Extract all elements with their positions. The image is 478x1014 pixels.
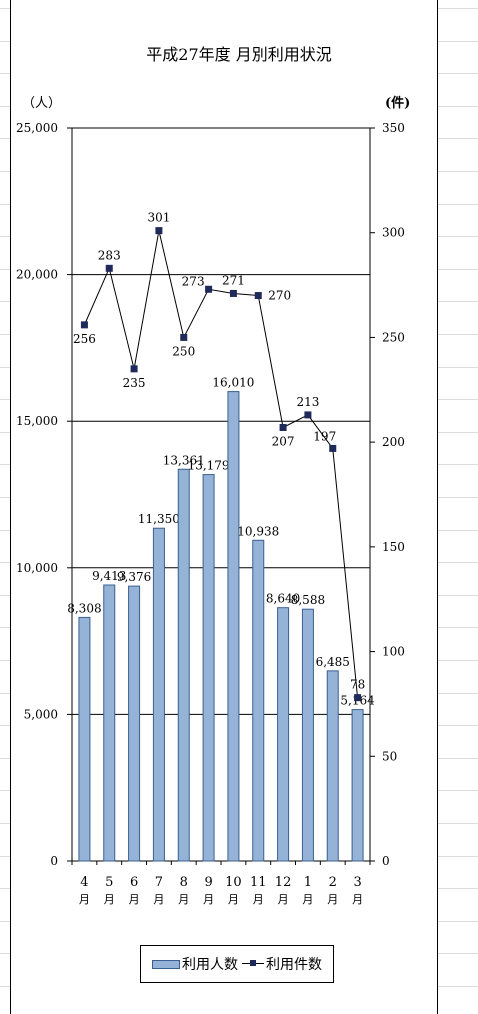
x-tick-label-unit: 月 <box>153 893 164 906</box>
line-data-label: 78 <box>350 678 365 692</box>
line-data-label: 301 <box>147 211 170 225</box>
bar <box>128 585 141 862</box>
line-marker <box>254 292 262 300</box>
bar <box>227 391 240 862</box>
y-left-tick-label: 10,000 <box>16 561 58 575</box>
x-tick-label: 6 <box>130 875 138 890</box>
y-right-tick-label: 100 <box>382 645 405 659</box>
bar <box>277 607 290 862</box>
line-marker <box>155 227 163 235</box>
y-right-tick-label: 200 <box>382 435 405 449</box>
line-data-label: 271 <box>222 273 245 287</box>
y-right-tick-label: 150 <box>382 540 405 554</box>
x-tick-label-unit: 月 <box>278 893 289 906</box>
bar <box>177 468 190 862</box>
legend-label-bar: 利用人数 <box>182 957 238 973</box>
bar-data-label: 13,361 <box>163 453 205 467</box>
bar-data-label: 8,588 <box>291 593 325 607</box>
line-marker <box>279 423 287 431</box>
bar-data-label: 9,376 <box>117 570 151 584</box>
x-tick-label-unit: 月 <box>104 893 115 906</box>
bar <box>103 584 116 862</box>
y-left-tick-label: 25,000 <box>16 121 58 135</box>
y-right-tick-label: 0 <box>382 854 390 868</box>
legend-label-line: 利用件数 <box>266 957 322 973</box>
chart-title: 平成27年度 月別利用状況 <box>146 45 331 64</box>
x-tick-label-unit: 月 <box>352 893 363 906</box>
x-tick-label-unit: 月 <box>302 893 313 906</box>
line-data-label: 197 <box>313 429 336 443</box>
y-left-tick-label: 0 <box>50 854 58 868</box>
x-tick-label: 10 <box>225 875 242 890</box>
legend-swatch-line <box>242 958 264 970</box>
bar <box>351 709 364 862</box>
bar-data-label: 11,350 <box>138 512 180 526</box>
bar-data-label: 9,413 <box>92 569 126 583</box>
x-tick-label: 7 <box>155 875 163 890</box>
x-tick-label: 8 <box>180 875 188 890</box>
x-tick-label-unit: 月 <box>327 893 338 906</box>
legend: 利用人数 利用件数 <box>140 945 334 983</box>
x-tick-label: 2 <box>329 875 337 890</box>
x-tick-label: 5 <box>105 875 113 890</box>
x-tick-label: 4 <box>80 875 88 890</box>
legend-item-bar: 利用人数 <box>152 954 238 974</box>
y-left-tick-label: 15,000 <box>16 414 58 428</box>
bar-data-label: 8,308 <box>67 601 101 615</box>
x-tick-label: 11 <box>250 875 267 890</box>
bar <box>301 608 314 862</box>
bar <box>252 539 265 862</box>
line-marker <box>130 365 138 373</box>
bar <box>202 474 215 862</box>
line-data-label: 213 <box>296 395 319 409</box>
x-tick-label: 3 <box>353 875 361 890</box>
x-tick-label-unit: 月 <box>203 893 214 906</box>
y-right-tick-label: 300 <box>382 226 405 240</box>
line-data-label: 250 <box>172 344 195 358</box>
x-tick-label: 1 <box>304 875 312 890</box>
bar <box>78 616 91 862</box>
line-series <box>83 230 359 698</box>
y-left-tick-label: 20,000 <box>16 268 58 282</box>
bar-data-label: 16,010 <box>212 376 254 390</box>
line-marker <box>354 694 362 702</box>
x-tick-label-unit: 月 <box>178 893 189 906</box>
bar-data-label: 6,485 <box>316 655 350 669</box>
line-data-label: 270 <box>268 289 291 303</box>
bar-data-label: 13,179 <box>188 459 230 473</box>
line-marker <box>180 333 188 341</box>
x-tick-label-unit: 月 <box>129 893 140 906</box>
x-tick-label-unit: 月 <box>228 893 239 906</box>
y-left-tick-label: 5,000 <box>24 707 58 721</box>
line-marker <box>105 264 113 272</box>
line-data-label: 283 <box>98 248 121 262</box>
y-left-unit-label: （人） <box>22 96 61 111</box>
y-right-unit-label: (件) <box>385 95 410 111</box>
bar <box>152 527 165 862</box>
line-marker <box>205 285 213 293</box>
line-marker <box>304 411 312 419</box>
y-right-tick-label: 50 <box>382 749 397 763</box>
line-data-label: 273 <box>182 274 205 288</box>
line-marker <box>80 321 88 329</box>
legend-item-line: 利用件数 <box>242 954 322 974</box>
x-tick-label-unit: 月 <box>79 893 90 906</box>
x-tick-label-unit: 月 <box>253 893 264 906</box>
line-data-label: 207 <box>272 434 295 448</box>
legend-swatch-bar <box>152 959 180 969</box>
bar-data-label: 10,938 <box>237 524 279 538</box>
line-data-label: 256 <box>73 332 96 346</box>
x-tick-label: 12 <box>275 875 292 890</box>
x-tick-label: 9 <box>204 875 212 890</box>
line-marker <box>329 444 337 452</box>
bar <box>326 670 339 862</box>
y-right-tick-label: 250 <box>382 330 405 344</box>
line-marker <box>229 289 237 297</box>
bar-data-label: 8,640 <box>266 592 300 606</box>
line-data-label: 235 <box>123 376 146 390</box>
plot-border <box>71 127 371 862</box>
y-right-tick-label: 350 <box>382 121 405 135</box>
